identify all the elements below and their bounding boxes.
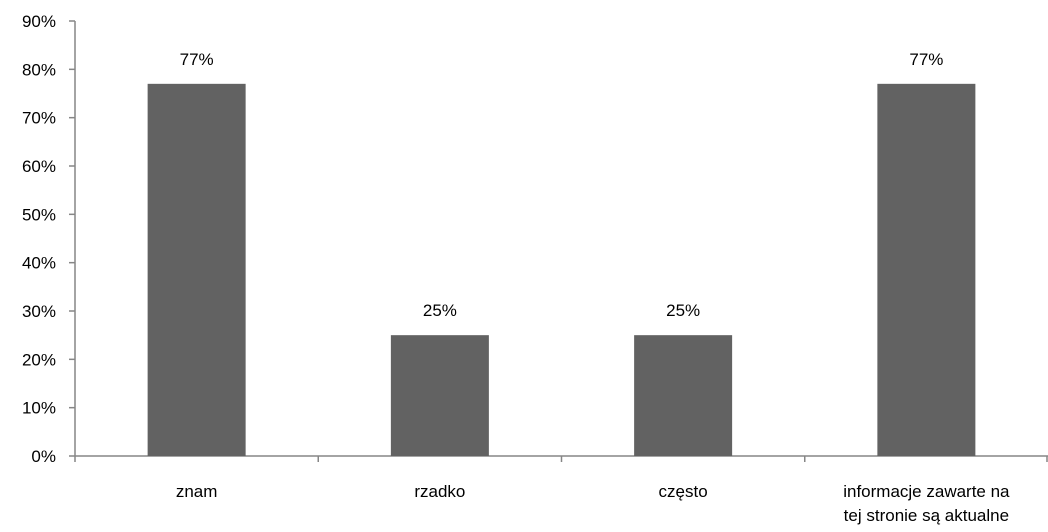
y-tick-label: 50%: [22, 205, 56, 224]
data-label: 25%: [666, 301, 700, 320]
bar: [634, 335, 733, 456]
data-labels: 77% 25% 25% 77%: [180, 50, 944, 320]
y-tick-label: 80%: [22, 60, 56, 79]
y-tick-label: 20%: [22, 350, 56, 369]
y-tick-label: 30%: [22, 302, 56, 321]
y-tick-label: 0%: [31, 447, 56, 466]
y-tick-label: 70%: [22, 109, 56, 128]
bar: [147, 83, 246, 456]
category-label: często: [659, 482, 708, 501]
data-label: 25%: [423, 301, 457, 320]
bar: [877, 83, 976, 456]
x-axis: znam rzadko często informacje zawarte na tej…: [74, 455, 1048, 525]
y-tick-label: 10%: [22, 399, 56, 418]
y-axis: 0% 10% 20% 30% 40% 50% 60% 70% 80% 90%: [22, 12, 76, 466]
category-label: informacje zawarte na tej stronie są aktu…: [843, 482, 1010, 525]
y-tick-label: 40%: [22, 254, 56, 273]
y-tick-label: 90%: [22, 12, 56, 31]
bars: [147, 83, 976, 456]
data-label: 77%: [909, 50, 943, 69]
category-label: rzadko: [414, 482, 465, 501]
y-tick-label: 60%: [22, 157, 56, 176]
data-label: 77%: [180, 50, 214, 69]
bar: [390, 335, 489, 456]
category-label: znam: [176, 482, 218, 501]
